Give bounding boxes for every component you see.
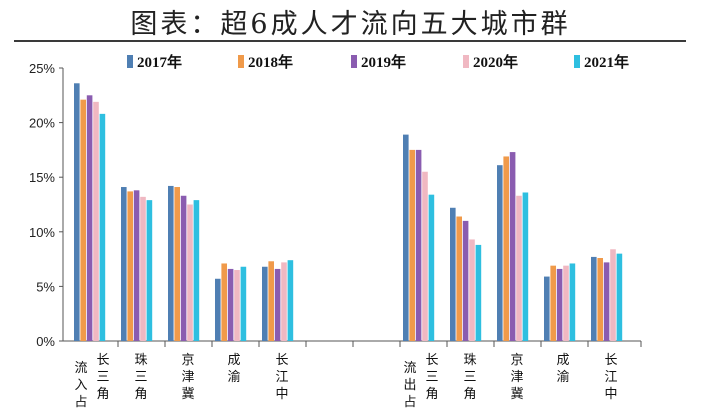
bar-7-2018年 bbox=[456, 216, 462, 341]
chart-title: 图表：超6成人才流向五大城市群 bbox=[130, 9, 571, 40]
bar-6-2021年 bbox=[428, 194, 435, 341]
legend-swatch-2 bbox=[238, 55, 244, 68]
bar-8-2017年 bbox=[497, 165, 503, 341]
bar-1-2019年 bbox=[86, 95, 93, 341]
bar-6-2017年 bbox=[403, 134, 409, 341]
bar-10-2021年 bbox=[616, 253, 623, 341]
bar-9-2021年 bbox=[569, 263, 576, 341]
bar-10-2017年 bbox=[591, 256, 597, 341]
y-tick-label-1: 5% bbox=[36, 279, 55, 294]
bar-8-2018年 bbox=[503, 156, 509, 341]
bar-4-2021年 bbox=[240, 266, 247, 341]
legend-swatch-5 bbox=[574, 55, 580, 68]
category-label-1: 长三角 bbox=[96, 353, 109, 402]
y-tick-label-2: 10% bbox=[29, 225, 55, 240]
bar-8-2020年 bbox=[516, 195, 522, 341]
bar-7-2021年 bbox=[475, 244, 482, 341]
bars bbox=[74, 83, 623, 342]
bar-6-2020年 bbox=[422, 171, 428, 341]
bar-4-2018年 bbox=[221, 263, 227, 341]
legend-label-2: 2018年 bbox=[248, 53, 293, 71]
bar-5-2019年 bbox=[274, 268, 281, 341]
bar-9-2019年 bbox=[556, 268, 563, 341]
bar-9-2018年 bbox=[550, 265, 556, 341]
title-divider bbox=[14, 40, 686, 42]
legend-swatch-3 bbox=[351, 55, 357, 68]
bar-10-2018年 bbox=[597, 258, 603, 341]
bar-4-2020年 bbox=[234, 270, 240, 341]
bar-2-2018年 bbox=[127, 191, 133, 341]
bar-9-2017年 bbox=[544, 276, 550, 341]
bar-5-2018年 bbox=[268, 261, 274, 341]
category-label-9: 成渝 bbox=[556, 353, 569, 385]
bar-8-2019年 bbox=[509, 152, 516, 341]
category-label-3: 京津冀 bbox=[181, 353, 194, 402]
bar-3-2019年 bbox=[180, 195, 187, 341]
category-label-4: 成渝 bbox=[227, 353, 240, 385]
bar-10-2019年 bbox=[603, 262, 610, 341]
bar-1-2020年 bbox=[93, 101, 99, 342]
bar-2-2020年 bbox=[140, 196, 146, 341]
x-axis bbox=[63, 340, 642, 347]
legend-label-5: 2021年 bbox=[584, 53, 629, 71]
category-label-10: 长江中 bbox=[604, 353, 617, 402]
legend-swatch-4 bbox=[463, 55, 469, 68]
group-label-outflow: 流出占 bbox=[403, 361, 416, 408]
y-axis: 0% 5% 10% 15% 20% 25% bbox=[29, 61, 64, 349]
bar-1-2021年 bbox=[99, 113, 106, 341]
bar-7-2019年 bbox=[462, 220, 469, 341]
bar-2-2017年 bbox=[121, 187, 127, 341]
bar-10-2020年 bbox=[610, 249, 616, 341]
category-label-8: 京津冀 bbox=[510, 353, 523, 402]
bar-3-2020年 bbox=[187, 204, 193, 341]
bar-5-2020年 bbox=[281, 262, 287, 341]
bar-7-2020年 bbox=[469, 239, 475, 341]
bar-6-2018年 bbox=[409, 149, 415, 341]
legend-label-4: 2020年 bbox=[473, 53, 518, 71]
bar-4-2019年 bbox=[227, 268, 234, 341]
bar-5-2021年 bbox=[287, 260, 294, 341]
bar-3-2017年 bbox=[168, 185, 174, 341]
bar-2-2021年 bbox=[146, 200, 153, 341]
category-label-7: 珠三角 bbox=[463, 353, 476, 402]
legend-label-3: 2019年 bbox=[361, 53, 406, 71]
legend: 2017年 2018年 2019年 2020年 2021年 bbox=[127, 53, 629, 71]
bar-3-2018年 bbox=[174, 187, 180, 341]
y-tick-label-0: 0% bbox=[36, 334, 55, 349]
bar-4-2017年 bbox=[215, 278, 221, 341]
bar-8-2021年 bbox=[522, 192, 529, 341]
y-tick-label-5: 25% bbox=[29, 61, 55, 76]
y-tick-label-4: 20% bbox=[29, 116, 55, 131]
bar-9-2020年 bbox=[563, 265, 569, 341]
bar-5-2017年 bbox=[262, 266, 268, 341]
bar-1-2017年 bbox=[74, 83, 80, 342]
group-label-inflow: 流入占 bbox=[74, 361, 87, 408]
category-label-6: 长三角 bbox=[425, 353, 438, 402]
bar-7-2017年 bbox=[450, 207, 456, 341]
legend-swatch-1 bbox=[127, 55, 133, 68]
bar-2-2019年 bbox=[133, 190, 140, 341]
bar-6-2019年 bbox=[415, 149, 422, 341]
legend-label-1: 2017年 bbox=[137, 53, 182, 71]
bar-1-2018年 bbox=[80, 99, 86, 341]
bar-3-2021年 bbox=[193, 200, 200, 341]
category-label-5: 长江中 bbox=[275, 353, 288, 402]
y-tick-label-3: 15% bbox=[29, 170, 55, 185]
category-label-2: 珠三角 bbox=[134, 353, 147, 402]
